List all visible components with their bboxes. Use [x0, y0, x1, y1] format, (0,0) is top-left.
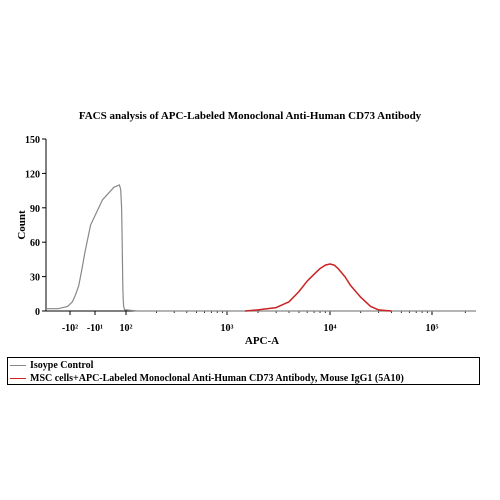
legend-swatch-isotype: [10, 364, 26, 366]
series-line-isotype: [46, 184, 476, 312]
x-tick-label: 10³: [221, 323, 234, 334]
legend-item-isotype: Isoype Control: [10, 359, 93, 371]
x-tick-label: 10⁵: [426, 323, 439, 334]
legend-swatch-msc: [10, 377, 26, 379]
legend-label-isotype: Isoype Control: [30, 359, 94, 371]
axes: [45, 139, 476, 312]
y-tick-label: 30: [30, 273, 40, 284]
legend: Isoype Control MSC cells+APC-Labeled Mon…: [7, 357, 480, 385]
x-tick-label: -10²: [62, 323, 78, 334]
series-line-msc: [245, 263, 392, 312]
x-tick-label: 10⁴: [324, 323, 337, 334]
x-ticks: -10² -10¹ 10² 10³ 10⁴ 10⁵: [62, 311, 466, 334]
x-tick-label: -10¹: [87, 323, 103, 334]
y-tick-label: 60: [30, 238, 40, 249]
y-ticks: 0 30 60 90 120 150: [25, 135, 46, 318]
y-axis-label: Count: [16, 210, 28, 240]
y-tick-label: 0: [35, 307, 40, 318]
y-tick-label: 90: [30, 204, 40, 215]
x-tick-label: 10²: [120, 323, 133, 334]
y-tick-label: 150: [25, 135, 40, 146]
legend-label-msc: MSC cells+APC-Labeled Monoclonal Anti-Hu…: [30, 372, 404, 384]
legend-item-msc: MSC cells+APC-Labeled Monoclonal Anti-Hu…: [10, 372, 404, 384]
chart-title: FACS analysis of APC-Labeled Monoclonal …: [78, 110, 422, 122]
y-tick-label: 120: [25, 169, 40, 180]
series-layer: [46, 184, 476, 312]
x-axis-label: APC-A: [245, 335, 279, 347]
